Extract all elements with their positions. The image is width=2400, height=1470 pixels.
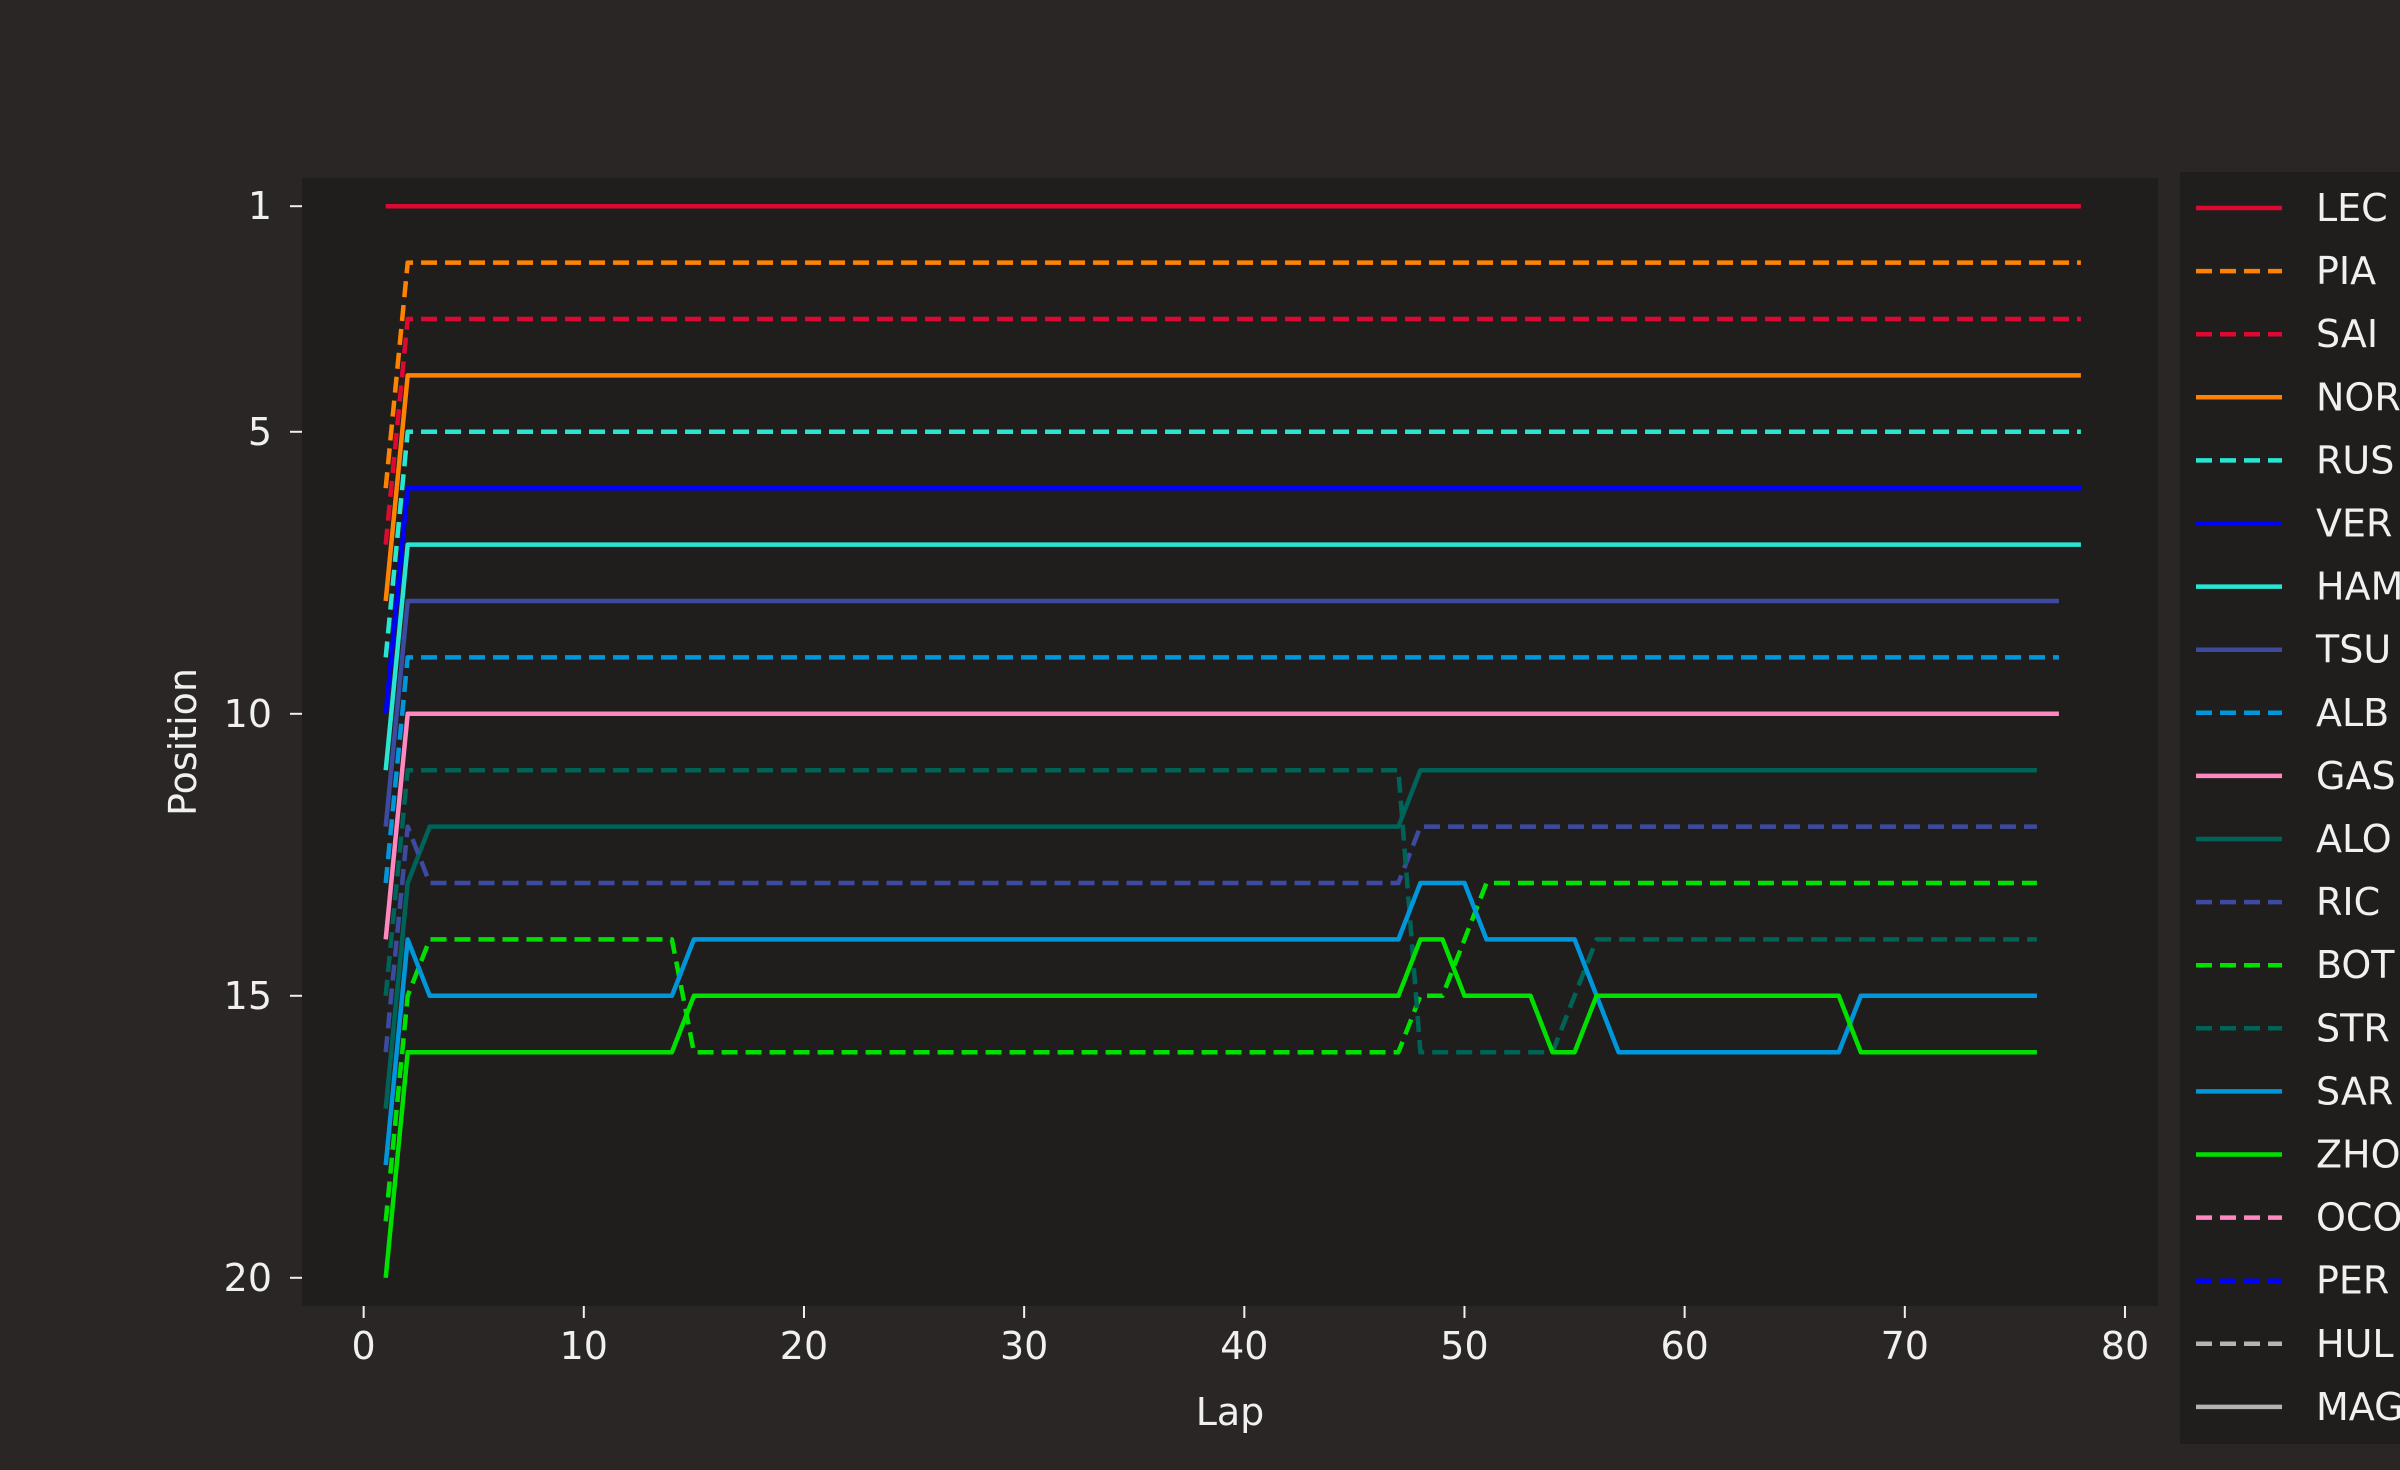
legend-label-ham: HAM <box>2316 565 2400 609</box>
series-line-zho <box>383 937 2037 1279</box>
y-tick-label: 1 <box>248 184 272 228</box>
legend-label-tsu: TSU <box>2315 628 2391 672</box>
legend-label-sai: SAI <box>2316 312 2378 356</box>
legend-label-gas: GAS <box>2316 754 2396 798</box>
x-axis: 0 10 20 30 40 50 60 70 80 <box>352 1306 2149 1368</box>
legend-box <box>2180 172 2400 1444</box>
x-tick-label: 20 <box>780 1324 828 1368</box>
legend-label-mag: MAG <box>2316 1385 2400 1429</box>
x-axis-label: Lap <box>1196 1390 1265 1434</box>
legend-label-ric: RIC <box>2316 880 2380 924</box>
series-line-tsu <box>383 598 2059 827</box>
legend-label-zho: ZHO <box>2316 1133 2400 1177</box>
x-tick-label: 30 <box>1000 1324 1048 1368</box>
y-axis-label: Position <box>161 668 205 816</box>
x-tick-label: 60 <box>1660 1324 1708 1368</box>
legend-label-ver: VER <box>2316 502 2392 546</box>
legend-label-lec: LEC <box>2316 186 2388 230</box>
y-tick-label: 20 <box>224 1256 272 1300</box>
x-tick-label: 50 <box>1440 1324 1488 1368</box>
x-tick-label: 70 <box>1881 1324 1929 1368</box>
legend-label-sar: SAR <box>2316 1069 2393 1113</box>
legend-label-alb: ALB <box>2316 691 2389 735</box>
series-line-alb <box>383 655 2059 884</box>
plot-background <box>302 178 2158 1306</box>
series-line-rus <box>383 429 2081 658</box>
series-line-sai <box>383 316 2081 545</box>
legend-label-bot: BOT <box>2316 943 2395 987</box>
legend-label-pia: PIA <box>2316 249 2376 293</box>
legend-label-hul: HUL <box>2316 1322 2394 1366</box>
series-line-sar <box>383 880 2037 1166</box>
legend-label-nor: NOR <box>2316 375 2400 419</box>
series-line-gas <box>383 711 2059 940</box>
series-line-ver <box>383 485 2081 715</box>
series-line-nor <box>383 373 2081 602</box>
series-layer <box>383 203 2081 1279</box>
y-tick-label: 10 <box>224 692 272 736</box>
x-tick-label: 40 <box>1220 1324 1268 1368</box>
series-line-pia <box>383 260 2081 489</box>
legend-label-oco: OCO <box>2316 1196 2400 1240</box>
legend: LEC PIA SAI NOR RUS VER HAM TSU ALB GAS ALO RIC BOT S… <box>2196 186 2400 1429</box>
series-line-ric <box>383 824 2037 1053</box>
series-line-str <box>383 767 2037 1055</box>
legend-label-str: STR <box>2316 1006 2390 1050</box>
series-line-alo <box>383 767 2037 1109</box>
series-line-ham <box>383 542 2081 771</box>
legend-label-rus: RUS <box>2316 438 2394 482</box>
series-line-bot <box>383 880 2037 1222</box>
y-tick-label: 15 <box>224 974 272 1018</box>
legend-label-per: PER <box>2316 1259 2389 1303</box>
x-tick-label: 0 <box>352 1324 376 1368</box>
legend-label-alo: ALO <box>2316 817 2392 861</box>
x-tick-label: 10 <box>560 1324 608 1368</box>
y-tick-label: 5 <box>248 410 272 454</box>
x-tick-label: 80 <box>2101 1324 2149 1368</box>
